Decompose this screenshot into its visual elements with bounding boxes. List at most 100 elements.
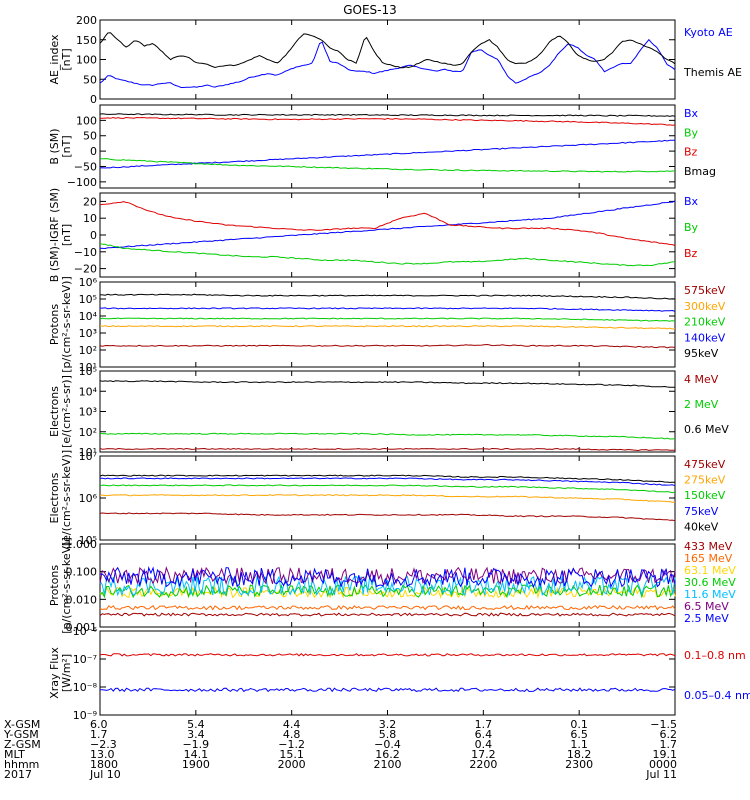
y-axis-label: AE_index [48,34,61,85]
ephemeris-row-label: Z-GSM [4,738,41,751]
y-tick-label: 10⁶ [79,492,98,505]
legend-label: 0.1–0.8 nm [684,649,746,662]
series-line [100,307,676,312]
y-tick-label: 10³ [79,406,97,419]
legend-label: 150keV [684,489,726,502]
ephemeris-table: X-GSMY-GSMZ-GSMMLThhmm20176.01.7−2.313.0… [3,718,677,781]
legend-label: Bmag [684,165,716,178]
series-line [99,583,676,599]
y-tick-label: 10⁻⁹ [73,709,97,722]
series-line [99,566,676,585]
ephemeris-row-label: hhmm [4,758,39,771]
series-line [99,494,676,503]
ephemeris-cell: −1.2 [278,738,305,751]
ephemeris-cell: 1.7 [90,728,108,741]
y-axis-label: [e/(cm²-s-sr)] [60,375,73,448]
ephemeris-cell: 4.4 [283,718,301,731]
y-tick-label: 10¹ [79,361,97,374]
panel-6: 10⁵ 10⁶ 10⁷ Electrons [e/(cm²-s-sr-keV)] 475k… [48,450,726,547]
panel-4: 10¹ 10² 10³ 10⁴ 10⁵ 10⁶ Protons [p/(cm²-s-sr-ke… [48,276,726,374]
legend-label: 2 MeV [684,398,719,411]
y-axis-label: Protons [48,565,61,606]
y-tick-label: −10 [74,246,97,259]
series-line [99,38,676,88]
legend-label: 4 MeV [684,373,719,386]
legend-label: 575keV [684,284,726,297]
legend-label: 40keV [684,520,719,533]
legend-label: 433 MeV [684,540,733,553]
legend-label: Bx [684,195,699,208]
y-tick-label: 10² [79,344,97,357]
legend-label: 300keV [684,300,726,313]
series-line [99,604,676,611]
panel-8: 10⁻⁹ 10⁻⁸ 10⁻⁷ 10⁻⁶ Xray Flux [W/m²] 0.1–0.8 n… [48,625,750,722]
ephemeris-cell: 3.4 [187,728,205,741]
series-line [99,113,676,117]
y-tick-label: 10¹ [79,446,97,459]
y-axis-label: [e/(cm²-s-sr-keV)] [60,450,73,546]
y-axis-label: [W/m²] [60,654,73,692]
ephemeris-cell: −0.4 [374,738,401,751]
series-line [99,293,676,300]
y-tick-label: 0.010 [66,593,98,606]
ephemeris-cell: 2200 [469,758,497,771]
series-line [99,32,676,69]
y-tick-label: 100 [76,54,97,67]
ephemeris-row-label: 2017 [4,768,32,781]
y-tick-label: 10⁴ [79,310,98,323]
ephemeris-cell: 6.4 [475,728,493,741]
y-axis-label: [p/(cm²-s-sr-keV)] [60,276,73,373]
y-tick-label: −50 [74,160,97,173]
series-line [99,687,676,693]
y-tick-label: 0 [90,229,97,242]
series-line [99,158,675,173]
ephemeris-cell: 15.1 [279,748,304,761]
series-line [99,585,676,599]
legend-label: 2.5 MeV [684,612,729,625]
ephemeris-cell: 6.5 [570,728,588,741]
ephemeris-cell: Jul 11 [645,768,677,781]
series-line [99,432,676,440]
series-line [99,116,676,126]
y-axis-label: [nT] [60,48,73,70]
y-tick-label: 50 [83,130,97,143]
panel-3: −20 −10 0 10 20 B (SM)-IGRF (SM) [nT] Bx By Bz [48,188,699,282]
legend-label: 140keV [684,331,726,344]
ephemeris-cell: 0.1 [570,718,588,731]
y-axis-label: [p/(cm²-s-sr-keV)] [60,537,73,634]
panel-frame [99,104,676,189]
ephemeris-cell: 5.4 [187,718,205,731]
panel-frame [99,192,676,278]
series-line [99,512,676,522]
legend-label: By [684,221,699,234]
y-tick-label: 10⁴ [79,385,98,398]
legend-label: 75keV [684,505,719,518]
panel-2: −100 −50 0 50 100 B (SM) [nT] Bx By Bz Bmag [48,104,716,189]
ephemeris-cell: 2100 [374,758,402,771]
y-tick-label: −100 [67,176,97,189]
y-tick-label: 10² [79,426,97,439]
series-line [99,343,676,349]
ephemeris-cell: 6.2 [660,728,678,741]
y-tick-label: 10 [83,212,97,225]
ephemeris-cell: 18.2 [567,748,592,761]
ephemeris-cell: 1.7 [660,738,678,751]
series-line [99,484,676,494]
series-line [99,474,676,483]
ephemeris-cell: 3.2 [379,718,397,731]
legend-label: 210keV [684,316,726,329]
legend-label: 6.5 MeV [684,600,729,613]
ephemeris-cell: 19.1 [653,748,678,761]
legend-label: Kyoto AE [684,26,733,39]
ephemeris-cell: −1.5 [650,718,677,731]
ephemeris-row-label: X-GSM [4,718,40,731]
panel-frame [99,370,676,453]
legend-label: 95keV [684,347,719,360]
y-axis-label: [nT] [60,224,73,246]
ephemeris-cell: 0.4 [475,738,493,751]
y-tick-label: 10⁻⁸ [73,681,98,694]
y-tick-label: 0.001 [66,621,98,634]
ephemeris-cell: 16.2 [375,748,400,761]
ephemeris-cell: 5.8 [379,728,397,741]
